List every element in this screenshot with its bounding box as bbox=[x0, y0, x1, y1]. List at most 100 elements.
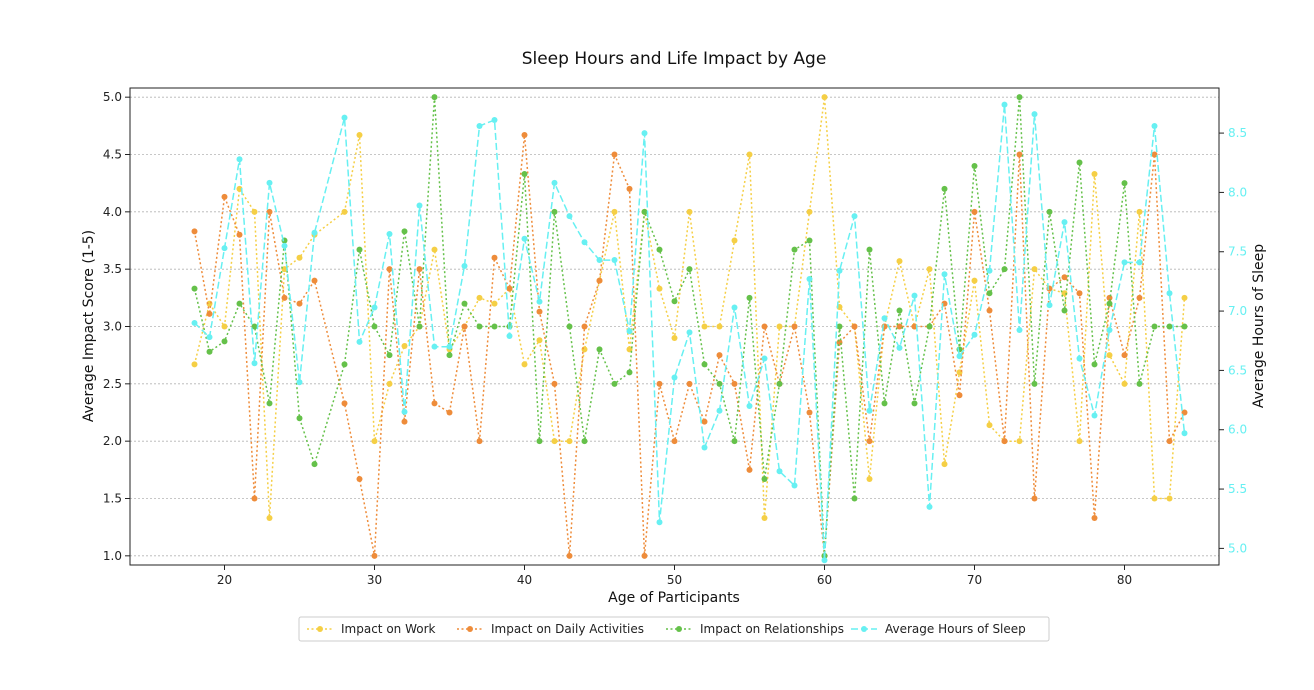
data-point bbox=[191, 361, 198, 368]
y-tick-label: 4.0 bbox=[103, 205, 122, 219]
data-point bbox=[446, 343, 453, 350]
data-point bbox=[986, 290, 993, 297]
data-point bbox=[356, 476, 363, 483]
data-point bbox=[941, 271, 948, 278]
data-point bbox=[491, 254, 498, 261]
y-tick-label: 1.5 bbox=[103, 491, 122, 505]
data-point bbox=[341, 361, 348, 368]
data-point bbox=[1181, 323, 1188, 330]
data-point bbox=[296, 379, 303, 386]
legend-label: Impact on Daily Activities bbox=[491, 622, 644, 636]
data-point bbox=[281, 242, 288, 249]
data-point bbox=[731, 438, 738, 445]
series-impact-on-daily-activities bbox=[191, 132, 1188, 559]
data-point bbox=[266, 514, 273, 521]
data-point bbox=[671, 334, 678, 341]
data-point bbox=[1121, 380, 1128, 387]
data-point bbox=[1076, 438, 1083, 445]
series-layer bbox=[191, 94, 1188, 564]
data-point bbox=[236, 300, 243, 307]
data-point bbox=[941, 185, 948, 192]
data-point bbox=[1076, 159, 1083, 166]
data-point bbox=[476, 294, 483, 301]
data-point bbox=[341, 114, 348, 121]
data-point bbox=[1061, 307, 1068, 314]
data-point bbox=[551, 208, 558, 215]
x-tick-label: 70 bbox=[967, 573, 982, 587]
data-point bbox=[971, 277, 978, 284]
data-point bbox=[416, 323, 423, 330]
data-point bbox=[1181, 430, 1188, 437]
data-point bbox=[731, 237, 738, 244]
data-point bbox=[656, 246, 663, 253]
data-point bbox=[371, 438, 378, 445]
data-point bbox=[566, 552, 573, 559]
data-point bbox=[311, 277, 318, 284]
data-point bbox=[521, 132, 528, 139]
data-point bbox=[1031, 266, 1038, 273]
data-point bbox=[881, 400, 888, 407]
legend: Impact on Work Impact on Daily Activities… bbox=[298, 616, 1050, 642]
data-point bbox=[191, 285, 198, 292]
legend-frame bbox=[298, 616, 1050, 642]
data-point bbox=[1001, 101, 1008, 108]
data-point bbox=[296, 415, 303, 422]
data-point bbox=[1151, 122, 1158, 129]
data-point bbox=[1106, 300, 1113, 307]
data-point bbox=[1031, 380, 1038, 387]
data-point bbox=[836, 323, 843, 330]
data-point bbox=[266, 400, 273, 407]
x-tick-label: 20 bbox=[217, 573, 232, 587]
series-line-average-hours-of-sleep bbox=[193, 104, 1186, 561]
data-point bbox=[746, 294, 753, 301]
data-point bbox=[626, 328, 633, 335]
data-point bbox=[896, 307, 903, 314]
data-point bbox=[626, 185, 633, 192]
data-point bbox=[251, 208, 258, 215]
data-point bbox=[716, 352, 723, 359]
data-point bbox=[656, 285, 663, 292]
legend-label: Average Hours of Sleep bbox=[885, 622, 1026, 636]
x-tick-label: 50 bbox=[667, 573, 682, 587]
chart-title: Sleep Hours and Life Impact by Age bbox=[522, 49, 827, 69]
data-point bbox=[386, 380, 393, 387]
y-tick-label: 1.0 bbox=[103, 549, 122, 563]
data-point bbox=[371, 323, 378, 330]
data-point bbox=[206, 348, 213, 355]
data-point bbox=[566, 323, 573, 330]
data-point bbox=[836, 267, 843, 274]
data-point bbox=[686, 266, 693, 273]
data-point bbox=[941, 461, 948, 468]
data-point bbox=[386, 352, 393, 359]
data-point bbox=[596, 257, 603, 264]
data-point bbox=[221, 323, 228, 330]
data-point bbox=[1061, 274, 1068, 281]
data-point bbox=[911, 292, 918, 299]
data-point bbox=[581, 323, 588, 330]
data-point bbox=[551, 438, 558, 445]
data-point bbox=[1046, 208, 1053, 215]
data-point bbox=[671, 298, 678, 305]
data-point bbox=[476, 438, 483, 445]
data-point bbox=[401, 228, 408, 235]
y-tick-label: 3.0 bbox=[103, 320, 122, 334]
data-point bbox=[476, 323, 483, 330]
data-point bbox=[911, 400, 918, 407]
data-point bbox=[611, 380, 618, 387]
data-point bbox=[761, 476, 768, 483]
data-point bbox=[761, 355, 768, 362]
data-point bbox=[611, 257, 618, 264]
data-point bbox=[191, 228, 198, 235]
data-point bbox=[1016, 94, 1023, 101]
data-point bbox=[521, 361, 528, 368]
legend-label: Impact on Relationships bbox=[700, 622, 844, 636]
series-line-impact-on-relationships bbox=[193, 97, 1185, 556]
y-tick-label: 4.5 bbox=[103, 148, 122, 162]
y2-axis-title: Average Hours of Sleep bbox=[1251, 244, 1267, 408]
data-point bbox=[956, 392, 963, 399]
data-point bbox=[806, 276, 813, 283]
y2-tick-label: 7.0 bbox=[1228, 304, 1247, 318]
data-point bbox=[866, 438, 873, 445]
data-point bbox=[386, 266, 393, 273]
